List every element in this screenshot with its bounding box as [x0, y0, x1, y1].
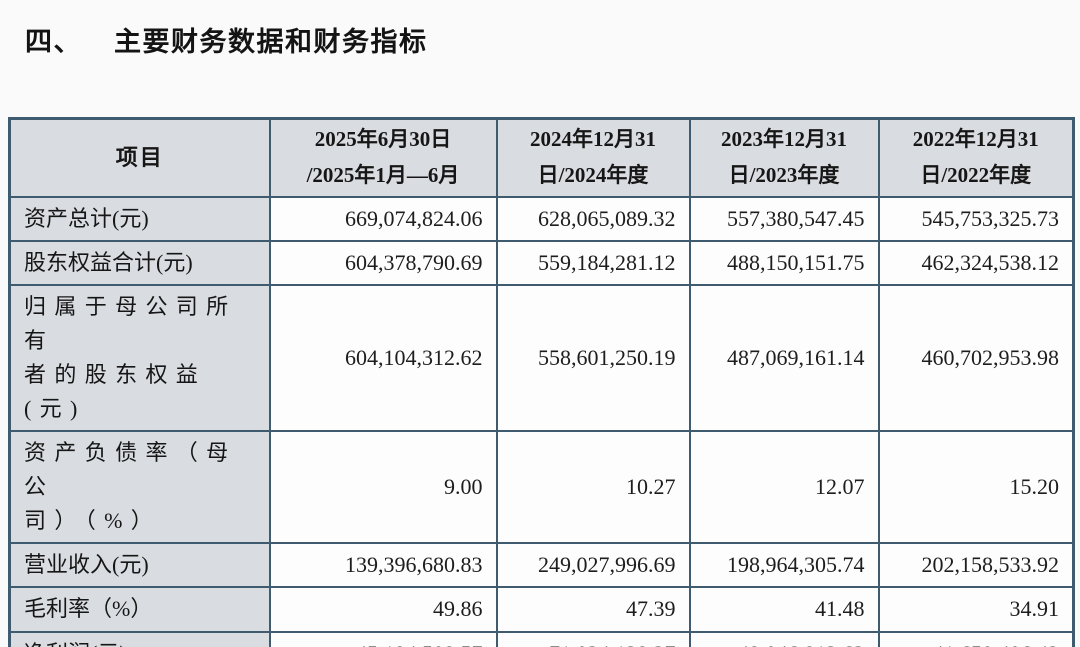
row-value: 45,194,509.57: [268, 630, 498, 647]
table-row: 归属于母公司所有 者的股东权益(元) 604,104,312.62 558,601,2…: [8, 283, 1075, 433]
row-value: 559,184,281.12: [495, 239, 691, 286]
row-label: 资产负债率（母公司）（%）: [8, 430, 271, 545]
row-value: 462,324,538.12: [877, 239, 1075, 286]
row-value: 604,104,312.62: [268, 283, 498, 433]
text-line: 日/2024年度: [537, 162, 649, 187]
row-label: 营业收入(元): [8, 542, 271, 589]
text-line: 资产负债率（母公: [24, 440, 237, 500]
row-label: 净利润(元): [8, 630, 271, 647]
row-value: 487,069,161.14: [688, 283, 880, 433]
row-label: 毛利率（%）: [8, 586, 271, 633]
row-value: 558,601,250.19: [495, 283, 691, 433]
header-row: 项目 2025年6月30日/2025年1月—6月 2024年12月31 日/2024年…: [8, 117, 1075, 198]
section-heading: 主要财务数据和财务指标: [114, 27, 428, 57]
row-value: 488,150,151.75: [688, 239, 880, 286]
row-value: 9.00: [268, 430, 498, 545]
table-header: 项目 2025年6月30日/2025年1月—6月 2024年12月31 日/2024年…: [8, 117, 1075, 198]
section-number: 四、: [25, 27, 82, 57]
row-value: 545,753,325.73: [877, 195, 1075, 242]
text-line: 日/2023年度: [728, 162, 840, 187]
text-line: 者的股东权益(元): [24, 361, 207, 421]
text-line: 2024年12月31: [530, 127, 656, 152]
text-line: 2025年6月30日: [314, 127, 452, 152]
financial-indicators-table: 项目 2025年6月30日/2025年1月—6月 2024年12月31 日/2024年…: [8, 117, 1075, 647]
header-cell-period-2: 2023年12月31 日/2023年度: [688, 117, 880, 198]
header-cell-period-0: 2025年6月30日/2025年1月—6月: [268, 117, 498, 198]
table-row: 资产负债率（母公 司）（%） 9.00 10.27 12.07 15.20: [8, 430, 1075, 545]
header-cell-period-3: 2022年12月31 日/2022年度: [877, 117, 1075, 198]
table-body: 资产总计(元) 669,074,824.06 628,065,089.32 557,3…: [8, 195, 1075, 647]
row-label: 归属于母公司所有 者的股东权益(元): [8, 283, 271, 433]
text-line: 日/2022年度: [920, 162, 1032, 187]
row-value: 249,027,996.69: [495, 542, 691, 589]
header-cell-period-1: 2024年12月31 日/2024年度: [495, 117, 691, 198]
header-cell-item: 项目: [8, 117, 271, 198]
text-line: 2022年12月31: [912, 127, 1039, 152]
row-value: 604,378,790.69: [268, 239, 498, 286]
table-row: 资产总计(元) 669,074,824.06 628,065,089.32 557,3…: [8, 195, 1075, 242]
table-row: 营业收入(元) 139,396,680.83 249,027,996.69 198,9…: [8, 542, 1075, 589]
table-row: 股东权益合计(元) 604,378,790.69 559,184,281.12 488…: [8, 239, 1075, 286]
row-value: 49,046,813.63: [688, 630, 880, 647]
section-title: 四、 主要财务数据和财务指标: [0, 0, 1080, 59]
text-line: 司）（%）: [24, 508, 162, 534]
row-value: 15.20: [877, 430, 1075, 545]
row-value: 557,380,547.45: [688, 195, 880, 242]
row-value: 669,074,824.06: [268, 195, 498, 242]
row-value: 47.39: [495, 586, 691, 633]
row-value: 10.27: [495, 430, 691, 545]
row-value: 71,034,129.37: [495, 630, 691, 647]
text-line: 2023年12月31: [721, 127, 847, 152]
row-label: 资产总计(元): [8, 195, 271, 242]
text-line: 归属于母公司所有: [24, 293, 237, 353]
row-value: 202,158,533.92: [877, 542, 1075, 589]
row-value: 49.86: [268, 586, 498, 633]
text-line: /2025年1月—6月: [306, 162, 460, 187]
row-value: 139,396,680.83: [268, 542, 498, 589]
row-value: 198,964,305.74: [688, 542, 880, 589]
table-row: 净利润(元)45,194,509.5771,034,129.3749,046,8…: [8, 630, 1075, 647]
table-row: 毛利率（%） 49.86 47.39 41.48 34.91: [8, 586, 1075, 633]
row-value: 12.07: [688, 430, 880, 545]
row-value: 41.48: [688, 586, 880, 633]
row-value: 34.91: [877, 586, 1075, 633]
row-value: 41,650,406.42: [877, 630, 1075, 647]
row-label: 股东权益合计(元): [8, 239, 271, 286]
row-value: 628,065,089.32: [495, 195, 691, 242]
row-value: 460,702,953.98: [877, 283, 1075, 433]
